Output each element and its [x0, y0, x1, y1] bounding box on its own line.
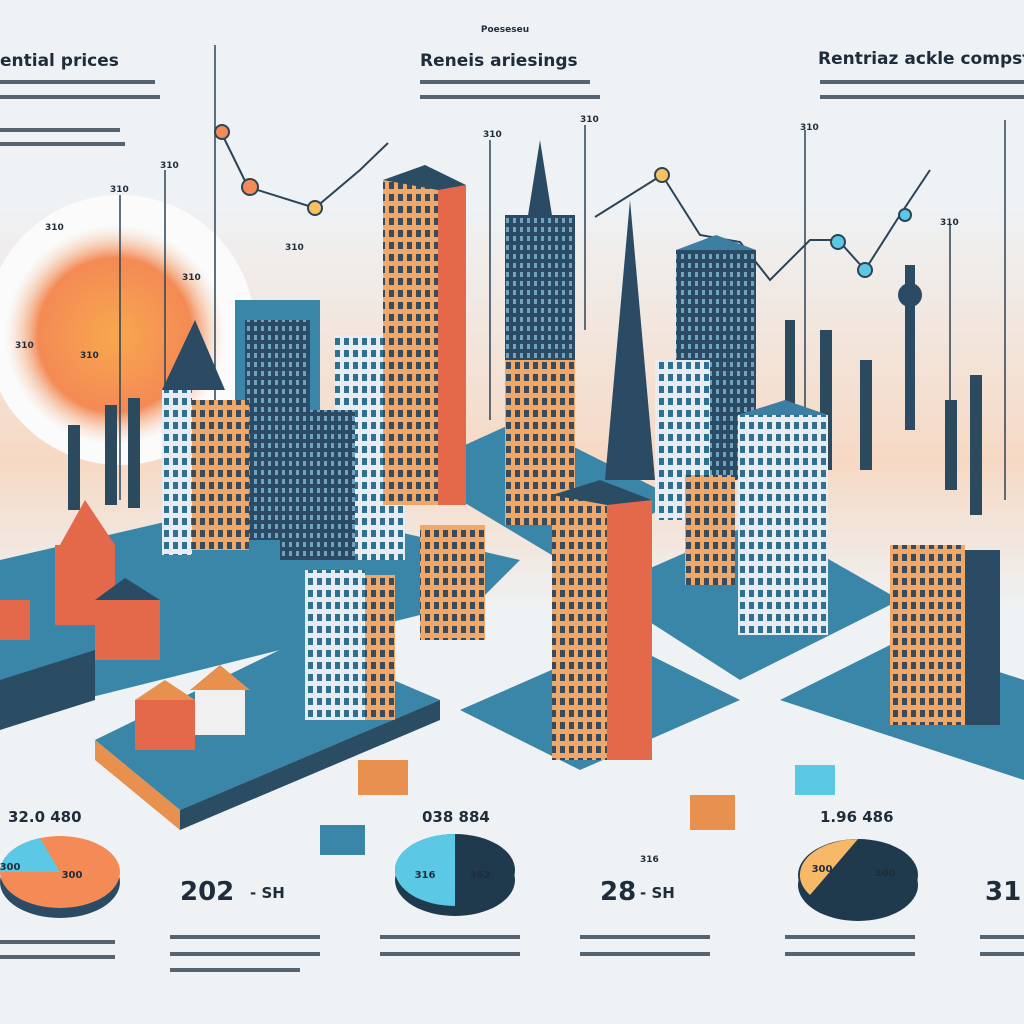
pie-label: 362	[470, 870, 491, 881]
chart-label: 310	[110, 185, 129, 195]
pie-label: 300	[875, 868, 896, 879]
chart-label: 310	[80, 351, 99, 361]
panel-title: Reneis ariesings	[420, 51, 578, 71]
chart-label: 310	[15, 341, 34, 351]
chart-label: 310	[182, 273, 201, 283]
figure-number: 28	[600, 877, 636, 907]
panel-title: ential prices	[0, 51, 119, 71]
grid-lines	[119, 45, 1006, 520]
chart-label: 310	[940, 218, 959, 228]
figure-unit: - SH	[640, 884, 675, 902]
chart-label: 310	[285, 243, 304, 253]
kicker: Poeseseu	[481, 25, 529, 35]
chart-label: 310	[800, 123, 819, 133]
chart-label: 310	[45, 223, 64, 233]
panel-title: Rentriaz ackle compst	[818, 49, 1024, 69]
stat: 038 884	[422, 808, 490, 826]
figure-unit: - SH	[250, 884, 285, 902]
body-text-lines	[0, 80, 1024, 972]
figure-number: 31	[985, 877, 1021, 907]
chart-label: 310	[160, 161, 179, 171]
pie-label: 316	[415, 870, 436, 881]
chart-label: 310	[483, 130, 502, 140]
pie-label: 300	[0, 862, 20, 873]
pie-label: 300	[62, 870, 83, 881]
stat: 1.96 486	[820, 808, 894, 826]
skyline-bars	[68, 320, 982, 515]
trend-points	[214, 124, 912, 278]
pie-label: 300	[812, 864, 833, 875]
chart-label: 316	[640, 855, 659, 865]
chart-label: 310	[580, 115, 599, 125]
buildings	[0, 140, 1000, 855]
pies	[0, 834, 918, 921]
stat: 32.0 480	[8, 808, 82, 826]
trend-line	[594, 169, 931, 282]
figure-number: 202	[180, 877, 234, 907]
